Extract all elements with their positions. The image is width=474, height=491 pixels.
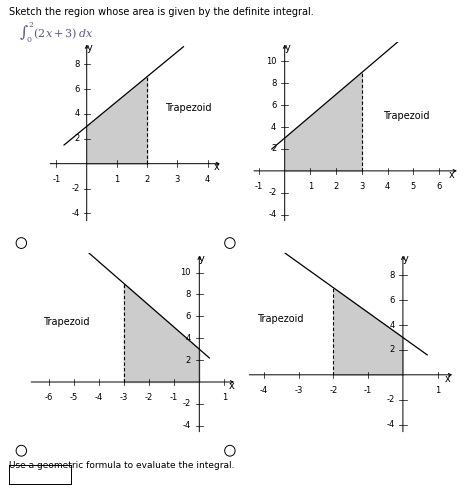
Text: 3: 3: [175, 175, 180, 184]
Text: 8: 8: [389, 271, 394, 280]
Text: 4: 4: [74, 109, 80, 118]
Text: 5: 5: [411, 182, 416, 191]
Text: 4: 4: [385, 182, 390, 191]
Text: 8: 8: [74, 59, 80, 69]
Text: -1: -1: [170, 393, 178, 402]
Text: 6: 6: [186, 312, 191, 321]
Text: Trapezoid: Trapezoid: [257, 314, 303, 324]
Text: -4: -4: [260, 386, 268, 395]
Text: -4: -4: [182, 421, 191, 430]
Text: 1: 1: [308, 182, 313, 191]
Text: 2: 2: [74, 135, 80, 143]
Text: 8: 8: [186, 290, 191, 299]
Text: 4: 4: [271, 123, 276, 132]
Text: x: x: [214, 163, 219, 172]
Text: Trapezoid: Trapezoid: [165, 103, 212, 112]
Text: Use a geometric formula to evaluate the integral.: Use a geometric formula to evaluate the …: [9, 461, 235, 469]
Text: -2: -2: [72, 184, 80, 193]
Text: 2: 2: [389, 346, 394, 355]
Text: 3: 3: [359, 182, 365, 191]
Text: -2: -2: [182, 399, 191, 409]
Text: 1: 1: [435, 386, 440, 395]
Text: 6: 6: [271, 101, 276, 109]
Text: 1: 1: [222, 393, 227, 402]
Text: 4: 4: [389, 321, 394, 329]
Text: -2: -2: [329, 386, 337, 395]
Text: -2: -2: [386, 395, 394, 404]
Text: 6: 6: [389, 296, 394, 304]
Text: 8: 8: [271, 79, 276, 88]
Text: 2: 2: [145, 175, 150, 184]
Text: $\int_0^2 (2x + 3)\, dx$: $\int_0^2 (2x + 3)\, dx$: [19, 21, 93, 45]
Text: -1: -1: [255, 182, 263, 191]
Text: -3: -3: [120, 393, 128, 402]
Text: 2: 2: [186, 355, 191, 365]
Text: -4: -4: [268, 210, 276, 219]
Text: -2: -2: [145, 393, 153, 402]
Text: 6: 6: [74, 84, 80, 93]
Text: -5: -5: [70, 393, 78, 402]
Text: y: y: [284, 43, 290, 54]
Text: 4: 4: [205, 175, 210, 184]
Text: -4: -4: [95, 393, 103, 402]
Text: 2: 2: [271, 144, 276, 154]
Text: x: x: [229, 382, 235, 391]
Text: 4: 4: [186, 334, 191, 343]
Text: 10: 10: [181, 268, 191, 277]
Text: -3: -3: [294, 386, 303, 395]
Text: Trapezoid: Trapezoid: [383, 111, 429, 121]
Text: 2: 2: [334, 182, 339, 191]
Text: Trapezoid: Trapezoid: [44, 317, 90, 327]
Text: x: x: [449, 170, 455, 180]
Text: y: y: [86, 43, 92, 53]
Text: -6: -6: [45, 393, 53, 402]
Text: y: y: [199, 254, 205, 265]
Text: -1: -1: [52, 175, 61, 184]
Text: 1: 1: [114, 175, 119, 184]
Text: -4: -4: [72, 209, 80, 218]
Text: -1: -1: [364, 386, 372, 395]
Text: -2: -2: [268, 188, 276, 197]
Text: -4: -4: [386, 420, 394, 429]
Text: x: x: [445, 374, 451, 383]
Text: 10: 10: [266, 57, 276, 66]
Text: Sketch the region whose area is given by the definite integral.: Sketch the region whose area is given by…: [9, 7, 314, 17]
Text: y: y: [403, 254, 409, 264]
Text: 6: 6: [437, 182, 442, 191]
